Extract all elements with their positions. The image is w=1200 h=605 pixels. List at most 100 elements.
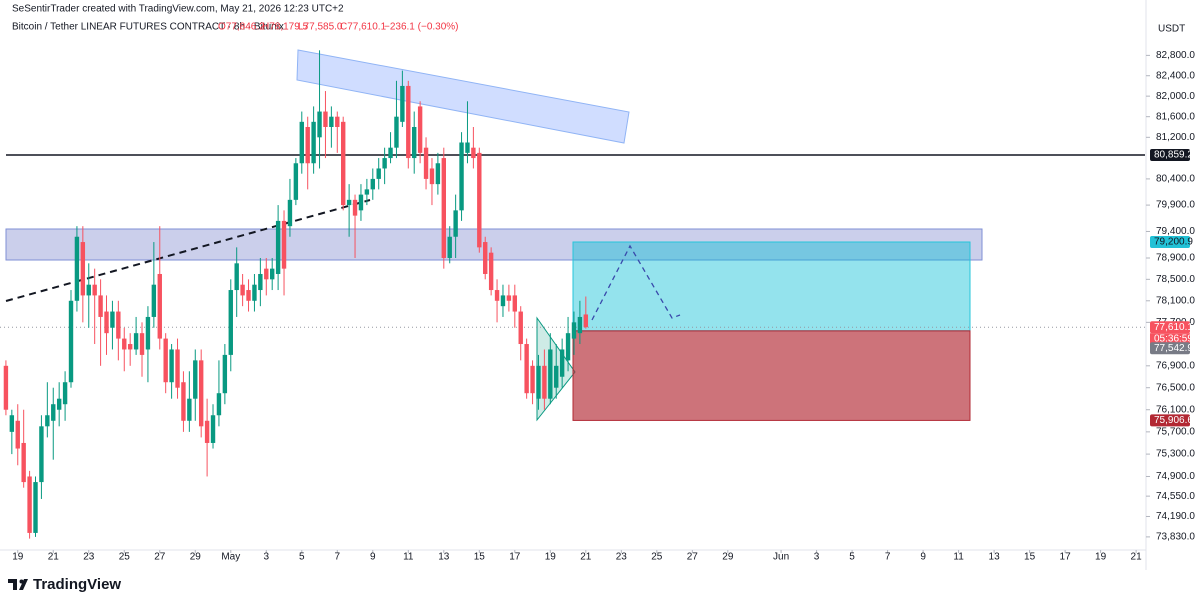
x-tick-label: 15 [1024, 552, 1036, 563]
price-label: 80,859.2 [1154, 150, 1193, 161]
candle-body [423, 147, 429, 179]
y-tick-label: 76,500.0 [1156, 382, 1195, 393]
ohlc-close: C77,610.1 [340, 22, 387, 33]
x-tick-label: 11 [953, 552, 964, 563]
candle-body [27, 476, 32, 533]
candle-body [252, 284, 257, 301]
candle-body [530, 365, 535, 394]
y-tick-label: 82,400.0 [1156, 70, 1195, 81]
x-tick-label: 5 [849, 552, 855, 563]
x-tick-label: 21 [580, 552, 592, 563]
countdown-bg [1150, 333, 1190, 345]
price-label-bg [1150, 414, 1190, 427]
candle-body [110, 311, 115, 328]
candle-body [358, 194, 364, 211]
x-tick-label: 17 [509, 552, 521, 563]
candle-body [577, 316, 583, 334]
candle-body [388, 147, 393, 159]
y-tick-label: 75,300.0 [1156, 449, 1195, 460]
candle-body [56, 398, 62, 410]
candle-body [80, 242, 86, 296]
plot-area [0, 49, 1145, 539]
x-tick-label: 27 [154, 552, 166, 563]
logo-dot [19, 579, 24, 584]
candle-body [471, 147, 476, 159]
candle-body [536, 365, 541, 399]
candle-body [412, 126, 417, 159]
y-tick-label: 79,400.0 [1156, 226, 1195, 237]
candle-body [417, 106, 423, 153]
logo-text: TradingView [33, 576, 121, 593]
candle-body [483, 242, 488, 274]
candle-body [133, 333, 139, 350]
x-tick-label: 3 [263, 552, 269, 563]
candle-body [329, 116, 334, 127]
candle-body [228, 290, 233, 355]
x-tick-label: 13 [438, 552, 450, 563]
candle-body [139, 333, 145, 355]
candle-body [352, 199, 358, 216]
candle-body [453, 210, 458, 237]
candle-body [364, 189, 370, 195]
candle-body [317, 111, 322, 138]
target-zone [572, 241, 971, 332]
y-tick-label: 74,900.0 [1156, 471, 1195, 482]
candle-body [145, 316, 151, 350]
candle-body [210, 415, 216, 443]
x-tick-label: 21 [48, 552, 60, 563]
stop-zone [572, 330, 971, 421]
candle-body [157, 273, 162, 339]
y-tick-label: 81,200.0 [1156, 132, 1195, 143]
candle-body [299, 121, 304, 164]
candle-body [335, 116, 340, 127]
candle-body [175, 349, 180, 388]
candle-body [216, 393, 222, 416]
candle-body [441, 158, 446, 258]
candle-body [554, 365, 559, 388]
candle-body [187, 398, 192, 421]
candle-body [406, 85, 411, 159]
x-tick-label: 27 [687, 552, 699, 563]
candle-body [51, 404, 56, 421]
y-tick-label: 76,900.0 [1156, 360, 1195, 371]
candle-body [3, 365, 9, 410]
candle-body [39, 426, 44, 483]
candle-body [293, 163, 299, 200]
candle-body [104, 311, 109, 334]
candle-body [341, 121, 346, 206]
price-label: 77,610.1 [1154, 322, 1193, 333]
candle-body [116, 311, 121, 339]
x-tick-label: 25 [119, 552, 131, 563]
candle-body [500, 295, 506, 307]
price-label-bg [1150, 236, 1190, 249]
y-tick-label: 78,500.0 [1156, 274, 1195, 285]
price-label-bg [1150, 342, 1190, 355]
y-tick-label: 80,400.0 [1156, 174, 1195, 185]
price-label: 77,542.9 [1154, 343, 1193, 354]
candle-body [311, 121, 316, 164]
candle-body [571, 322, 577, 339]
channel-drawing [296, 49, 630, 144]
candle-body [494, 290, 500, 301]
y-tick-label: 74,190.0 [1156, 511, 1195, 522]
price-label: 75,906.6 [1154, 415, 1193, 426]
x-tick-label: Jun [773, 552, 789, 563]
x-tick-label: 19 [1095, 552, 1107, 563]
candle-body [86, 284, 91, 296]
candle-body [548, 349, 553, 399]
y-tick-label: 74,550.0 [1156, 491, 1195, 502]
candle-body [370, 178, 375, 190]
x-tick-label: 19 [12, 552, 24, 563]
candle-body [323, 111, 328, 127]
candle-body [281, 220, 287, 269]
candle-body [447, 236, 452, 258]
trendline [5, 199, 371, 302]
x-tick-label: 11 [403, 552, 414, 563]
credit: SeSentirTrader created with TradingView.… [12, 4, 344, 15]
y-tick-label: 76,100.0 [1156, 404, 1195, 415]
symbol-title: Bitcoin / Tether LINEAR FUTURES CONTRACT… [12, 22, 284, 33]
candle-body [234, 263, 239, 291]
candle-body [198, 360, 204, 427]
